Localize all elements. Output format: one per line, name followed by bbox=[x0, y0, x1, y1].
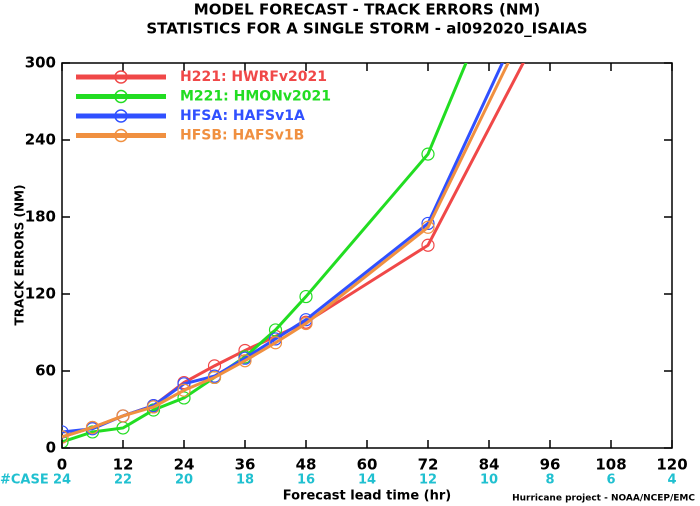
data-point bbox=[421, 220, 435, 234]
y-tick-label: 120 bbox=[25, 285, 56, 303]
data-point bbox=[421, 216, 435, 231]
x-tick-label: 120 bbox=[656, 456, 687, 474]
legend-marker bbox=[114, 89, 128, 104]
series-line bbox=[62, 63, 510, 439]
data-point bbox=[238, 354, 252, 368]
x-axis-label: Forecast lead time (hr) bbox=[283, 489, 451, 504]
case-count: 18 bbox=[236, 473, 254, 488]
x-tick-label: 84 bbox=[479, 456, 500, 474]
data-point bbox=[85, 420, 100, 435]
legend-marker bbox=[114, 128, 128, 143]
data-point bbox=[207, 370, 222, 385]
case-count: 14 bbox=[358, 473, 376, 488]
x-tick-label: 60 bbox=[357, 456, 378, 474]
data-point bbox=[268, 336, 283, 350]
legend-label: HFSA: HAFSv1A bbox=[180, 108, 305, 124]
data-point bbox=[268, 323, 283, 337]
case-count: 8 bbox=[545, 473, 554, 488]
footer: Hurricane project - NOAA/NCEP/EMC bbox=[512, 494, 695, 504]
case-count: 20 bbox=[175, 473, 193, 488]
chart-title: MODEL FORECAST - TRACK ERRORS (NM) bbox=[194, 1, 540, 19]
case-count: 22 bbox=[114, 473, 132, 488]
y-tick-label: 60 bbox=[35, 362, 56, 380]
case-count: 16 bbox=[297, 473, 315, 488]
plot-area bbox=[62, 6, 556, 448]
case-count: 12 bbox=[419, 473, 437, 488]
data-point bbox=[62, 435, 69, 448]
y-tick-label: 300 bbox=[25, 54, 56, 72]
data-point bbox=[146, 400, 161, 414]
x-tick-label: 72 bbox=[418, 456, 439, 474]
data-point bbox=[62, 430, 69, 444]
data-point bbox=[299, 316, 313, 331]
case-count: 24 bbox=[53, 473, 71, 488]
x-tick-label: 108 bbox=[595, 456, 626, 474]
y-tick-label: 0 bbox=[46, 439, 56, 457]
x-tick-label: 36 bbox=[235, 456, 256, 474]
case-count: 10 bbox=[480, 473, 498, 488]
data-point bbox=[62, 425, 69, 439]
x-tick-label: 12 bbox=[113, 456, 134, 474]
data-point bbox=[421, 147, 435, 161]
case-count: 4 bbox=[667, 473, 676, 488]
data-point bbox=[177, 383, 191, 397]
chart-subtitle: STATISTICS FOR A SINGLE STORM - al092020… bbox=[146, 20, 587, 38]
legend-marker bbox=[114, 109, 128, 123]
y-tick-label: 180 bbox=[25, 208, 56, 226]
legend-label: HFSB: HAFSv1B bbox=[180, 128, 304, 144]
x-tick-label: 0 bbox=[57, 456, 67, 474]
x-tick-label: 24 bbox=[174, 456, 195, 474]
data-point bbox=[299, 289, 313, 304]
x-tick-label: 96 bbox=[540, 456, 561, 474]
x-tick-label: 48 bbox=[296, 456, 317, 474]
legend-label: M221: HMONv2021 bbox=[180, 89, 331, 105]
case-label: #CASE bbox=[0, 473, 49, 488]
data-point bbox=[116, 409, 130, 423]
data-point bbox=[544, 6, 556, 18]
data-point bbox=[421, 238, 435, 252]
y-tick-label: 240 bbox=[25, 131, 56, 149]
case-count: 6 bbox=[606, 473, 615, 488]
plot-frame bbox=[61, 62, 673, 449]
legend-label: H221: HWRFv2021 bbox=[180, 69, 327, 85]
legend-marker bbox=[114, 70, 128, 84]
y-axis-label: TRACK ERRORS (NM) bbox=[13, 185, 27, 326]
